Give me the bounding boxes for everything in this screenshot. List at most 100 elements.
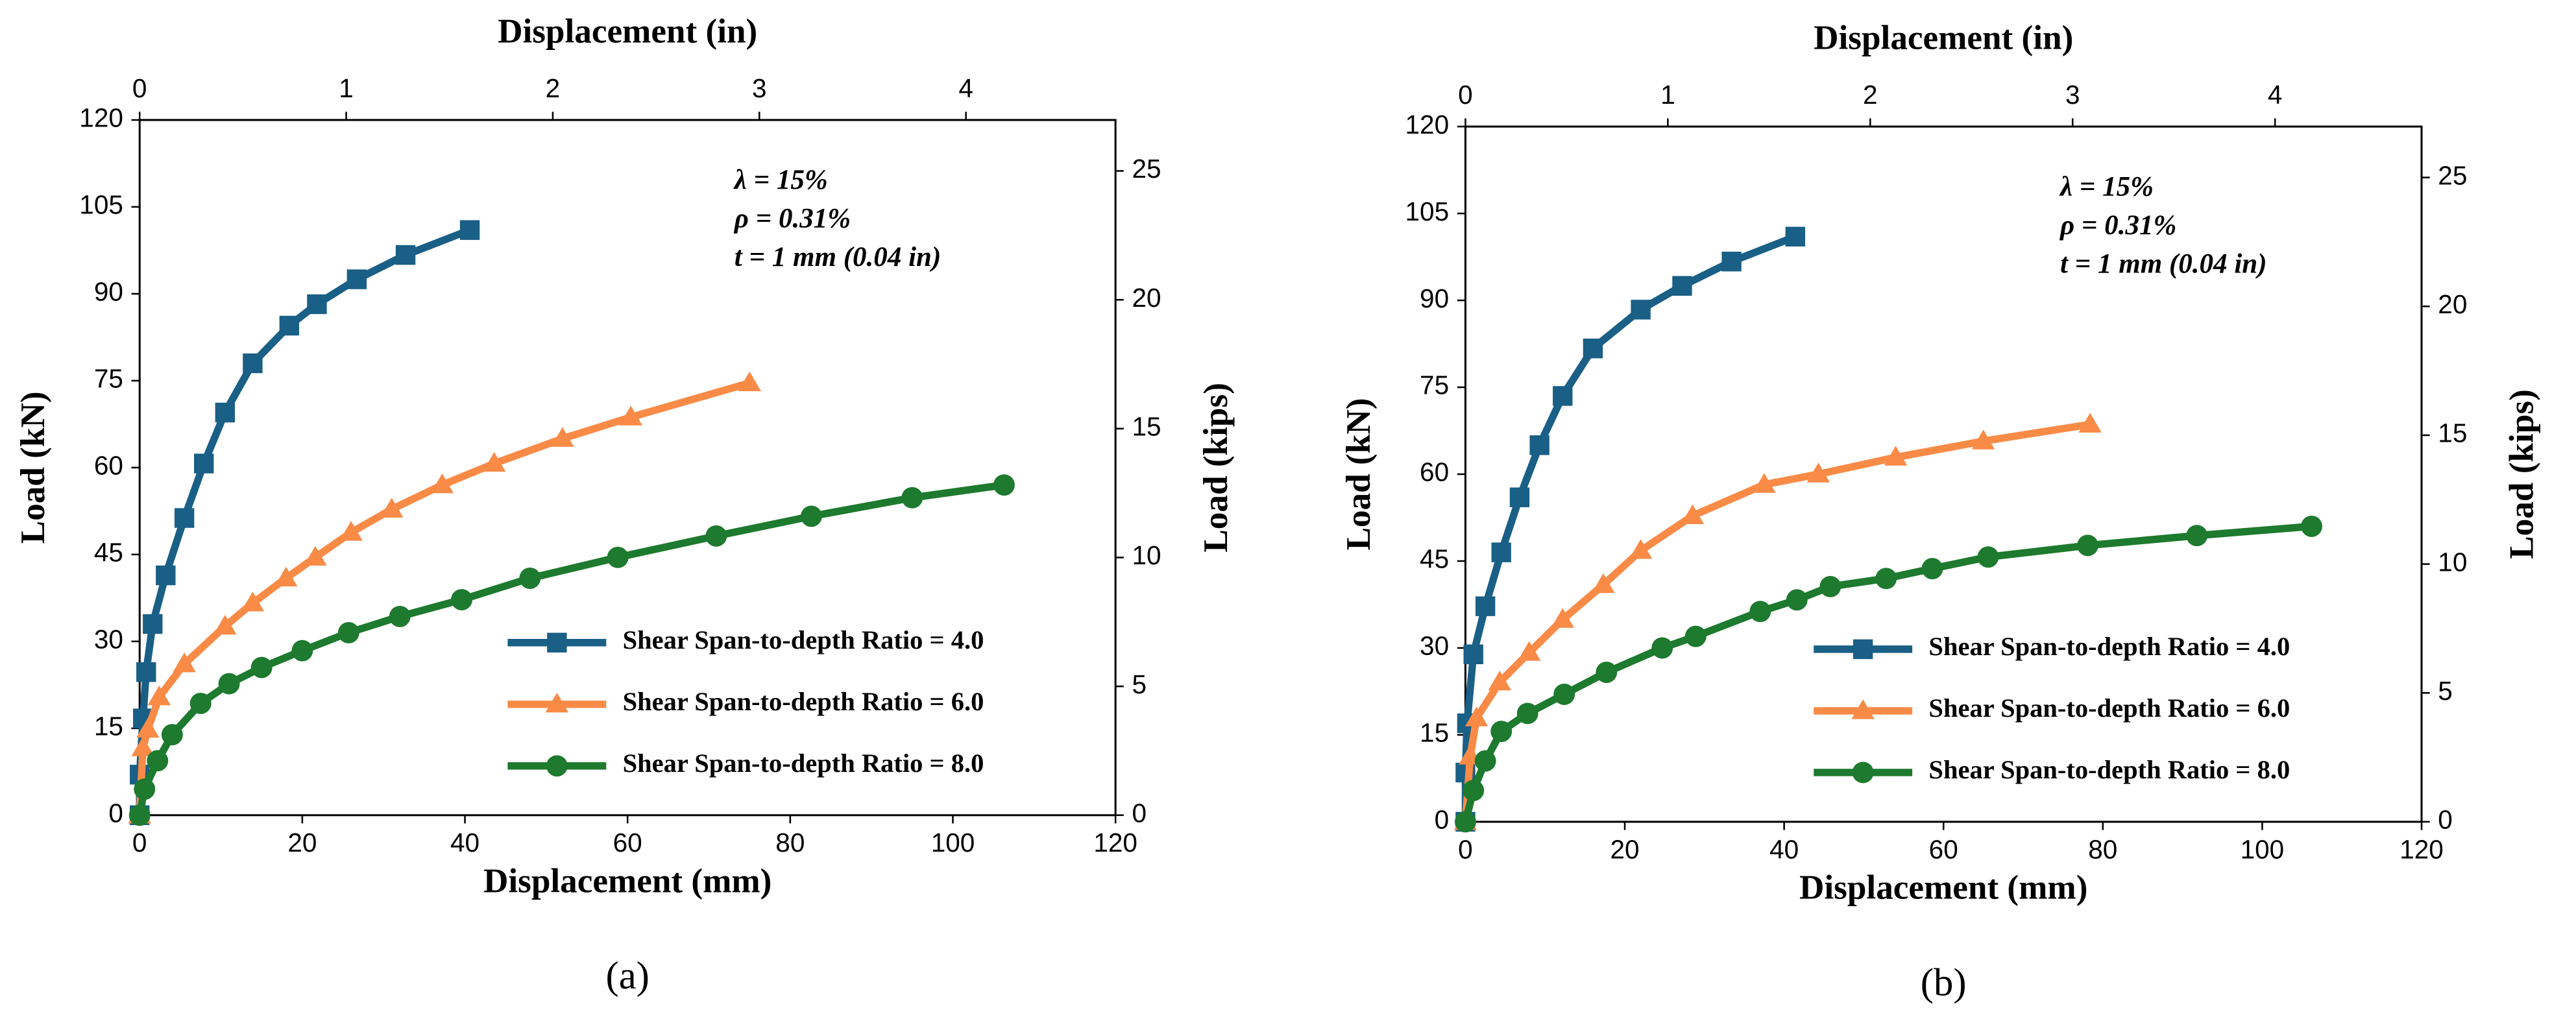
y-tick-label: 120	[79, 103, 123, 133]
y-tick-label: 30	[94, 625, 123, 654]
y-axis-title: Load (kN)	[14, 391, 52, 544]
marker	[174, 508, 195, 528]
marker	[2078, 413, 2102, 433]
marker	[1819, 575, 1841, 597]
marker	[1517, 641, 1541, 661]
y2-tick-label: 5	[1132, 669, 1147, 699]
x2-tick-label: 3	[752, 73, 767, 103]
legend-label: Shear Span-to-depth Ratio = 4.0	[1928, 632, 2290, 661]
marker	[1785, 226, 1806, 247]
x-axis-title: Displacement (mm)	[1799, 869, 2087, 907]
marker	[213, 614, 237, 635]
x2-tick-label: 0	[1458, 80, 1473, 110]
marker	[279, 315, 300, 336]
marker	[218, 673, 240, 695]
marker	[993, 474, 1015, 496]
y2-tick-label: 20	[1132, 283, 1161, 313]
marker	[1516, 702, 1538, 725]
x-tick-label: 0	[1458, 834, 1473, 864]
marker	[380, 498, 404, 518]
marker	[1921, 558, 1943, 580]
marker	[1629, 539, 1653, 559]
marker	[1672, 276, 1692, 296]
x-tick-label: 0	[132, 828, 147, 857]
legend-marker	[1852, 761, 1874, 784]
x2-tick-label: 1	[1660, 80, 1675, 110]
marker	[2301, 515, 2323, 537]
marker	[128, 804, 151, 826]
y2-tick-label: 10	[1132, 540, 1161, 570]
marker	[291, 640, 313, 662]
y-tick-label: 120	[1405, 110, 1450, 139]
marker	[2186, 525, 2208, 547]
marker	[1529, 435, 1549, 455]
marker	[619, 405, 642, 426]
x2-axis-title: Displacement (in)	[1814, 19, 2073, 57]
marker	[1749, 601, 1771, 623]
y-tick-label: 90	[1420, 283, 1449, 313]
y-tick-label: 75	[1420, 370, 1449, 400]
legend-label: Shear Span-to-depth Ratio = 4.0	[623, 625, 984, 654]
y-tick-label: 0	[1435, 805, 1450, 835]
marker	[131, 736, 154, 756]
x2-tick-label: 4	[2268, 80, 2283, 110]
marker	[901, 486, 923, 509]
y-tick-label: 0	[108, 798, 123, 828]
x2-tick-label: 1	[339, 73, 354, 103]
x-tick-label: 100	[2241, 834, 2285, 864]
marker	[1786, 589, 1808, 611]
y-tick-label: 105	[1405, 197, 1450, 226]
marker	[304, 545, 327, 566]
x-tick-label: 40	[1769, 834, 1799, 864]
marker	[1753, 473, 1776, 493]
marker	[215, 402, 235, 423]
marker	[1491, 542, 1511, 562]
y2-tick-label: 20	[2438, 289, 2467, 319]
marker	[459, 220, 480, 240]
legend-marker	[545, 693, 569, 713]
annotation: ρ = 0.31%	[2059, 210, 2176, 241]
marker	[1475, 596, 1496, 616]
legend-label: Shear Span-to-depth Ratio = 6.0	[1928, 693, 2290, 723]
marker	[800, 505, 822, 527]
y-tick-label: 45	[94, 538, 123, 568]
marker	[274, 566, 298, 587]
annotation: λ = 15%	[733, 165, 828, 195]
y-tick-label: 60	[1420, 457, 1449, 487]
marker	[250, 656, 273, 678]
marker	[1806, 462, 1830, 483]
legend-marker	[547, 632, 567, 653]
marker	[389, 605, 411, 627]
marker	[607, 546, 629, 568]
marker	[551, 427, 574, 447]
y-tick-label: 30	[1420, 631, 1449, 661]
x-tick-label: 120	[2400, 834, 2444, 864]
marker	[136, 662, 156, 682]
marker	[147, 750, 169, 772]
y-tick-label: 15	[94, 712, 123, 741]
legend-marker	[1853, 639, 1873, 660]
x2-tick-label: 2	[546, 73, 561, 103]
x-tick-label: 80	[775, 828, 805, 857]
marker	[346, 269, 367, 289]
marker	[339, 521, 363, 541]
marker	[395, 245, 416, 265]
legend-marker	[546, 755, 568, 777]
marker	[241, 592, 265, 612]
marker	[1651, 637, 1673, 659]
y2-tick-label: 15	[2438, 418, 2467, 448]
y2-tick-label: 0	[2438, 805, 2453, 835]
x2-tick-label: 3	[2065, 80, 2080, 110]
marker	[1592, 573, 1615, 593]
marker	[451, 589, 472, 611]
y2-axis-title: Load (kips)	[1197, 383, 1235, 553]
y2-tick-label: 25	[2438, 160, 2467, 190]
series-line	[1461, 233, 1797, 822]
annotation: λ = 15%	[2059, 171, 2154, 202]
marker	[1454, 811, 1476, 833]
y-tick-label: 105	[79, 190, 123, 220]
y2-tick-label: 5	[2438, 676, 2453, 706]
marker	[1631, 300, 1651, 320]
